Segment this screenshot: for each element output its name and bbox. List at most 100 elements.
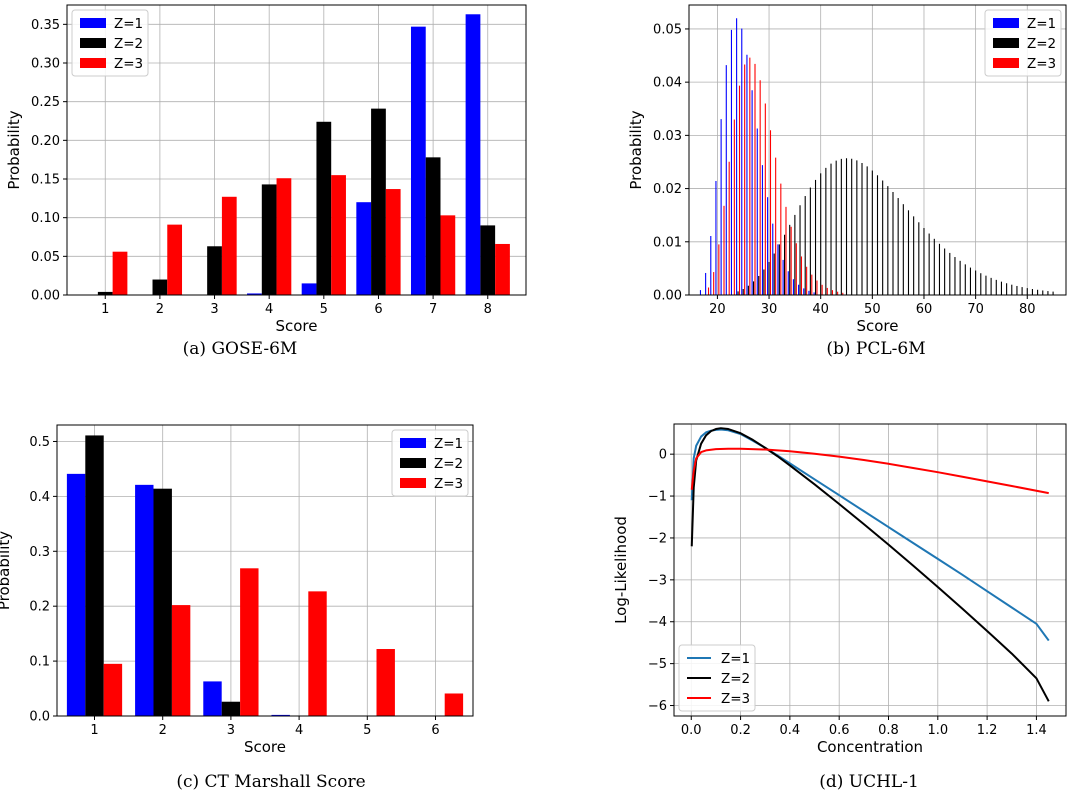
x-tick-label: 0.2 [730,723,751,738]
x-tick-label: 70 [967,302,984,317]
bar-Z=3-4 [308,591,327,716]
y-tick-label: −5 [648,657,667,672]
bar-Z=2-2 [152,279,168,295]
axes-frame [56,424,474,717]
chart-a: 1 2 3 4 5 6 7 8 0.00 0.05 0.10 0.15 0.20 0.25 0.30 0.35… [5,4,527,359]
bar-Z=1-8 [465,14,481,295]
legend-swatch-Z=1 [80,18,106,28]
x-axis-label: Score [856,317,898,335]
legend-label: Z=1 [434,436,463,452]
y-tick-label: 0 [659,448,667,463]
x-tick-label: 4 [265,302,273,317]
x-tick-label: 6 [374,302,382,317]
y-tick-label: 0.10 [31,211,60,226]
legend-swatch-Z=2 [80,38,106,48]
x-tick-label: 0.6 [829,723,850,738]
y-tick-label: 0.30 [31,57,60,72]
y-tick-label: 0.00 [31,289,60,304]
caption-a: (a) GOSE-6M [183,339,298,359]
y-tick-label: 0.05 [31,250,60,265]
chart-b: 20 30 40 50 60 70 80 0.00 0.01 0.02 0.03 0.04 0.05 Sc… [627,4,1067,359]
y-tick-label: 0.01 [653,235,682,250]
legend-label: Z=3 [114,56,143,72]
x-tick-label: 80 [1019,302,1036,317]
bar-Z=3-1 [103,663,123,716]
y-tick-label: −4 [648,615,667,630]
plot-marks [699,18,1054,295]
bar-Z=2-1 [97,291,113,295]
legend: Z=1 Z=2 Z=3 [984,9,1062,77]
y-tick-label: 0.2 [29,600,50,615]
bar-Z=1-4 [271,714,290,716]
y-axis-label: Probability [0,531,13,610]
x-tick-label: 1.2 [977,723,998,738]
legend-swatch-Z=1 [993,18,1019,28]
x-tick-label: 0.0 [681,723,702,738]
x-tick-label: 4 [295,723,303,738]
legend-swatch-Z=2 [400,458,426,468]
x-tick-label: 5 [363,723,371,738]
x-tick-label: 5 [320,302,328,317]
bar-Z=1-1 [66,473,86,716]
legend-swatch-Z=3 [993,58,1019,68]
y-tick-label: 0.5 [29,435,50,450]
chart-c: 1 2 3 4 5 6 0.0 0.1 0.2 0.3 0.4 0.5 Score Probability… [0,424,474,792]
legend: Z=1 Z=2 Z=3 [391,429,469,497]
legend-swatch-Z=3 [80,58,106,68]
x-tick-label: 3 [210,302,218,317]
x-tick-label: 2 [159,723,167,738]
y-tick-label: 0.20 [31,134,60,149]
x-tick-label: 0.4 [780,723,801,738]
y-tick-label: 0.35 [31,18,60,33]
x-tick-label: 1.4 [1026,723,1047,738]
bar-Z=3-2 [171,605,191,716]
axes-frame [688,4,1067,296]
x-axis-label: Score [244,738,286,756]
y-tick-label: 0.15 [31,173,60,188]
y-tick-label: 0.1 [29,655,50,670]
x-tick-label: 8 [484,302,492,317]
plot-marks [690,427,1050,702]
bar-Z=3-2 [167,224,183,295]
y-axis-label: Probability [5,110,23,189]
x-tick-label: 0.8 [878,723,899,738]
bar-Z=3-3 [221,196,237,295]
axes-frame [66,4,527,296]
legend-label: Z=3 [721,691,750,707]
bar-Z=1-3 [203,681,222,716]
legend-box [678,644,756,712]
y-tick-label: 0.3 [29,545,50,560]
y-axis-label: Log-Likelihood [612,516,630,624]
legend-label: Z=3 [434,476,463,492]
bar-Z=3-6 [444,693,464,716]
bar-Z=3-5 [331,175,346,295]
y-tick-label: −2 [648,531,667,546]
bar-Z=2-4 [261,184,277,295]
legend-swatch-Z=2 [993,38,1019,48]
bar-Z=3-3 [240,568,259,716]
bar-Z=1-5 [301,283,317,295]
bar-Z=1-2 [135,484,154,716]
bar-Z=2-2 [153,488,172,716]
bar-Z=2-1 [85,435,104,716]
x-tick-label: 60 [916,302,933,317]
x-tick-label: 1.0 [927,723,948,738]
legend: Z=1 Z=2 Z=3 [71,9,149,77]
caption-d: (d) UCHL-1 [819,772,919,792]
bar-Z=3-1 [112,251,128,295]
x-tick-label: 6 [431,723,439,738]
legend-label: Z=3 [1027,56,1056,72]
caption-c: (c) CT Marshall Score [176,772,365,792]
bar-Z=1-6 [356,202,372,295]
legend-label: Z=2 [434,456,463,472]
bar-Z=2-3 [207,246,222,295]
legend-label: Z=1 [1027,16,1056,32]
legend: Z=1 Z=2 Z=3 [678,644,756,712]
legend-label: Z=2 [721,671,750,687]
y-tick-label: 0.05 [653,22,682,37]
y-tick-label: 0.00 [653,289,682,304]
x-tick-label: 3 [227,723,235,738]
x-tick-label: 20 [709,302,726,317]
y-tick-label: 0.4 [29,490,50,505]
